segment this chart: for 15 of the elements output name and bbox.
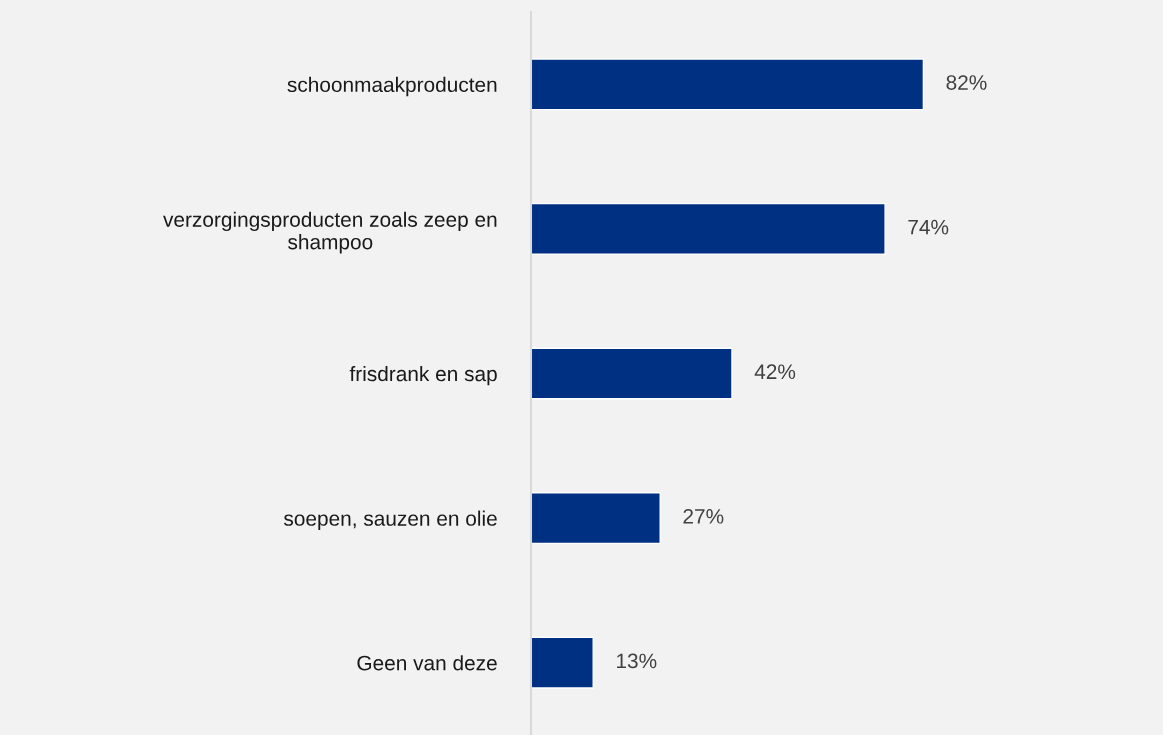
bar — [531, 347, 733, 400]
data-label: 42% — [754, 364, 796, 380]
data-label: 27% — [683, 508, 724, 524]
data-label: 82% — [946, 75, 987, 90]
y-tick-label: verzorgingsproducten zoals zeep en shampoo — [163, 211, 497, 254]
y-tick-label: Geen van deze — [357, 655, 497, 671]
y-tick-label: frisdrank en sap — [349, 365, 497, 386]
data-label: 74% — [908, 219, 949, 235]
data-label: 13% — [617, 653, 657, 669]
bar — [531, 202, 886, 255]
y-tick-label: soepen, sauzen en olie — [283, 510, 497, 530]
bar — [531, 636, 594, 689]
bar — [531, 492, 661, 545]
y-tick-label: schoonmaakproducten — [287, 76, 497, 97]
bar — [531, 58, 925, 111]
